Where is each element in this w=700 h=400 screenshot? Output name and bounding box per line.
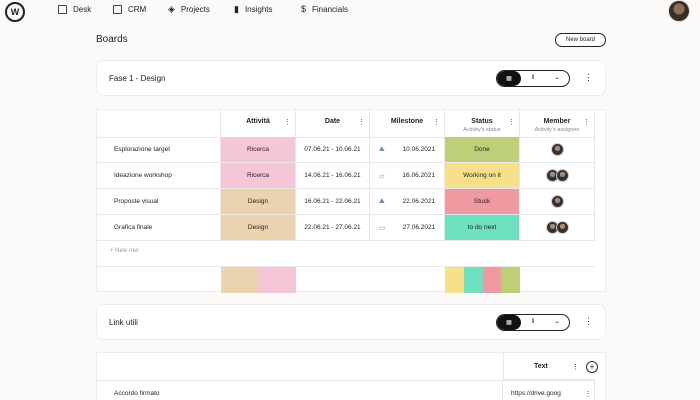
timeline-view-button[interactable]: ⌁ [545, 71, 569, 86]
avatar [555, 221, 569, 234]
timeline-view-button[interactable]: ⌁ [545, 315, 569, 330]
add-column-icon[interactable]: + [586, 361, 598, 373]
column-menu-icon[interactable]: ⋮ [433, 119, 440, 126]
table-row[interactable]: Proposte visual Design 16.06.21 - 22.06.… [97, 189, 595, 215]
member-avatars[interactable] [520, 189, 595, 214]
kanban-view-button[interactable]: ⫴ [521, 71, 545, 86]
group-more-icon[interactable]: ⋮ [584, 72, 593, 82]
column-menu-icon[interactable]: ⋮ [583, 119, 590, 126]
top-navigation: W Desk CRM ◈ Projects ▮ Insights $ Finan… [0, 0, 700, 26]
column-header-attivita[interactable]: Attività ⋮ [221, 110, 296, 138]
row-menu-icon[interactable]: ⋮ [584, 390, 592, 398]
table-view-button[interactable]: ▦ [497, 71, 521, 86]
bar-chart-icon: ▮ [234, 4, 239, 14]
summary-segment-stuck [483, 267, 501, 293]
group-header-fase1: Fase 1 - Design ▦ ⫴ ⌁ ⋮ [96, 60, 606, 96]
new-row-button[interactable]: + New row [110, 248, 139, 254]
nav-item-insights[interactable]: ▮ Insights [234, 4, 273, 15]
summary-row [97, 266, 595, 293]
column-header-name [97, 110, 221, 138]
member-avatars[interactable] [520, 137, 595, 162]
avatar [550, 143, 564, 156]
milestone-icon: ▱ [379, 172, 385, 180]
table-row[interactable]: Accordo firmato https://drive.goog ⋮ [97, 380, 595, 400]
table-icon [113, 5, 122, 14]
avatar [555, 169, 569, 182]
member-avatars[interactable] [520, 215, 595, 240]
user-avatar[interactable] [668, 0, 690, 22]
nav-item-projects[interactable]: ◈ Projects [168, 4, 210, 15]
table-row[interactable]: Grafica finale Design 22.06.21 - 27.06.2… [97, 215, 595, 241]
column-header-status[interactable]: Status Activity's status ⋮ [445, 110, 520, 138]
summary-segment-ricerca [258, 267, 296, 293]
table-view-icon: ▦ [506, 76, 512, 82]
avatar [550, 195, 564, 208]
app-logo[interactable]: W [5, 2, 25, 22]
column-menu-icon[interactable]: ⋮ [572, 364, 579, 371]
grid-icon [58, 5, 67, 14]
column-header-member[interactable]: Member Activity's assignee ⋮ [520, 110, 595, 138]
nav-item-crm[interactable]: CRM [113, 5, 146, 14]
view-toggle: ▦ ⫴ ⌁ [496, 70, 570, 87]
kanban-view-icon: ⫴ [531, 319, 535, 325]
dollar-icon: $ [301, 4, 307, 14]
member-avatars[interactable] [520, 163, 595, 188]
milestone-icon: ⛰ [378, 197, 385, 205]
table-row[interactable]: Esplorazione target Ricerca 07.06.21 - 1… [97, 137, 595, 163]
summary-segment-working [445, 267, 464, 293]
table-row[interactable]: Ideazione workshop Ricerca 14.06.21 - 16… [97, 163, 595, 189]
view-toggle: ▦ ⫴ ⌁ [496, 314, 570, 331]
column-header-milestone[interactable]: Milestone ⋮ [370, 110, 445, 138]
timeline-view-icon: ⌁ [555, 320, 559, 326]
column-header-date[interactable]: Date ⋮ [296, 110, 370, 138]
group-more-icon[interactable]: ⋮ [584, 316, 593, 326]
column-header-text[interactable]: Text ⋮ [503, 353, 595, 380]
page-title: Boards [96, 34, 128, 45]
milestone-icon: ▭ [378, 224, 386, 232]
table-view-button[interactable]: ▦ [497, 315, 521, 330]
summary-segment-design [221, 267, 258, 293]
group-title: Link utili [109, 318, 138, 327]
kanban-view-icon: ⫴ [531, 75, 535, 81]
new-board-button[interactable]: New board [555, 33, 606, 47]
column-menu-icon[interactable]: ⋮ [358, 119, 365, 126]
group-header-link-utili: Link utili ▦ ⫴ ⌁ ⋮ [96, 304, 606, 340]
layers-icon: ◈ [168, 4, 175, 14]
milestone-icon: ⛰ [378, 145, 385, 153]
nav-item-desk[interactable]: Desk [58, 5, 91, 14]
table-view-icon: ▦ [506, 320, 512, 326]
links-table: Text ⋮ + Accordo firmato https://drive.g… [96, 352, 606, 400]
column-menu-icon[interactable]: ⋮ [284, 119, 291, 126]
board-table: Attività ⋮ Date ⋮ Milestone ⋮ Status Act… [96, 109, 606, 293]
summary-segment-done [501, 267, 520, 293]
summary-segment-todo [464, 267, 483, 293]
timeline-view-icon: ⌁ [555, 76, 559, 82]
column-menu-icon[interactable]: ⋮ [508, 119, 515, 126]
nav-item-financials[interactable]: $ Financials [301, 4, 349, 15]
group-title: Fase 1 - Design [109, 74, 166, 83]
kanban-view-button[interactable]: ⫴ [521, 315, 545, 330]
